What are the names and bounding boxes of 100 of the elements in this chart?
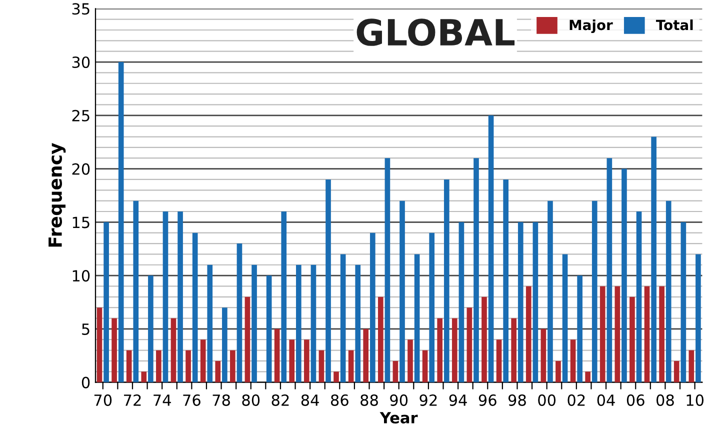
y-tick-label: 35 (72, 3, 90, 15)
x-axis-title: Year (380, 412, 418, 424)
bar (126, 350, 132, 382)
bar (644, 286, 650, 382)
x-tick-label: 00 (538, 394, 556, 406)
y-tick-label: 30 (72, 56, 90, 68)
bar (326, 179, 331, 382)
bar (289, 340, 295, 382)
bar (252, 264, 257, 382)
bar (141, 372, 147, 382)
bar (540, 328, 546, 382)
bar (310, 264, 316, 382)
bar (422, 350, 428, 382)
bar (318, 350, 324, 382)
bar (118, 62, 124, 382)
bar (592, 200, 598, 382)
y-tick-label: 5 (82, 324, 90, 335)
bar (636, 211, 642, 382)
x-tick-label: 76 (183, 394, 200, 406)
y-tick-label: 20 (72, 163, 90, 175)
bar (600, 286, 606, 382)
bar (659, 286, 664, 382)
bar (222, 308, 228, 382)
x-tick-label: 82 (272, 394, 289, 406)
bar (296, 264, 302, 382)
x-tick-label: 02 (568, 394, 585, 406)
y-tick-label: 0 (82, 376, 90, 388)
x-tick-label: 70 (94, 394, 112, 406)
x-tick-label: 92 (420, 394, 437, 406)
bar (666, 200, 672, 382)
bar (370, 232, 376, 382)
x-tick-label: 96 (478, 394, 496, 406)
x-tick-label: 94 (449, 394, 467, 406)
bar (266, 276, 272, 382)
chart-title: GLOBAL (356, 18, 515, 46)
bar (496, 340, 502, 382)
bar (562, 254, 568, 382)
bar (148, 276, 154, 382)
bar (696, 254, 701, 382)
bar (630, 296, 635, 382)
bar (503, 179, 508, 382)
bar (236, 244, 242, 382)
bar (392, 360, 398, 382)
bar (488, 115, 494, 382)
bar (452, 318, 458, 382)
bar (414, 254, 420, 382)
bar (606, 158, 612, 382)
bar (304, 340, 310, 382)
bar (378, 296, 384, 382)
bar (274, 328, 280, 382)
bar (207, 264, 213, 382)
legend-label: Major (570, 19, 613, 34)
y-tick-label: 25 (72, 110, 90, 122)
bar (200, 340, 206, 382)
x-tick-label: 74 (154, 394, 171, 406)
bar (511, 318, 516, 382)
bar (577, 276, 582, 382)
x-tick-label: 80 (242, 394, 260, 406)
bar (466, 308, 472, 382)
x-tick-label: 86 (330, 394, 348, 406)
x-tick-label: 08 (656, 394, 674, 406)
bar (556, 360, 561, 382)
bar (548, 200, 553, 382)
x-tick-label: 04 (597, 394, 615, 406)
bar (570, 340, 576, 382)
bar (585, 372, 590, 382)
bar (281, 211, 287, 382)
x-tick-label: 72 (124, 394, 141, 406)
y-tick-label: 10 (72, 270, 90, 282)
x-tick-label: 90 (390, 394, 408, 406)
bar (178, 211, 183, 382)
bar (112, 318, 117, 382)
bar (429, 232, 435, 382)
bar (474, 158, 479, 382)
x-tick-label: 78 (212, 394, 230, 406)
bar (348, 350, 354, 382)
bar (622, 168, 627, 382)
x-tick-label: 88 (360, 394, 378, 406)
x-tick-label: 06 (626, 394, 644, 406)
bar (400, 200, 405, 382)
bar (334, 372, 339, 382)
bar (244, 296, 250, 382)
bar (363, 328, 369, 382)
bar (186, 350, 191, 382)
bar (458, 222, 464, 382)
bar (674, 360, 680, 382)
bar (437, 318, 443, 382)
bar (614, 286, 620, 382)
legend-label: Total (656, 19, 693, 30)
bar (355, 264, 361, 382)
bar (526, 286, 532, 382)
bar (688, 350, 694, 382)
bar (133, 200, 139, 382)
bar (482, 296, 487, 382)
bar (384, 158, 390, 382)
bar (192, 232, 198, 382)
bar (651, 136, 656, 382)
x-tick-label: 84 (301, 394, 319, 406)
bar (518, 222, 524, 382)
y-axis-title: Frequency (48, 142, 66, 247)
